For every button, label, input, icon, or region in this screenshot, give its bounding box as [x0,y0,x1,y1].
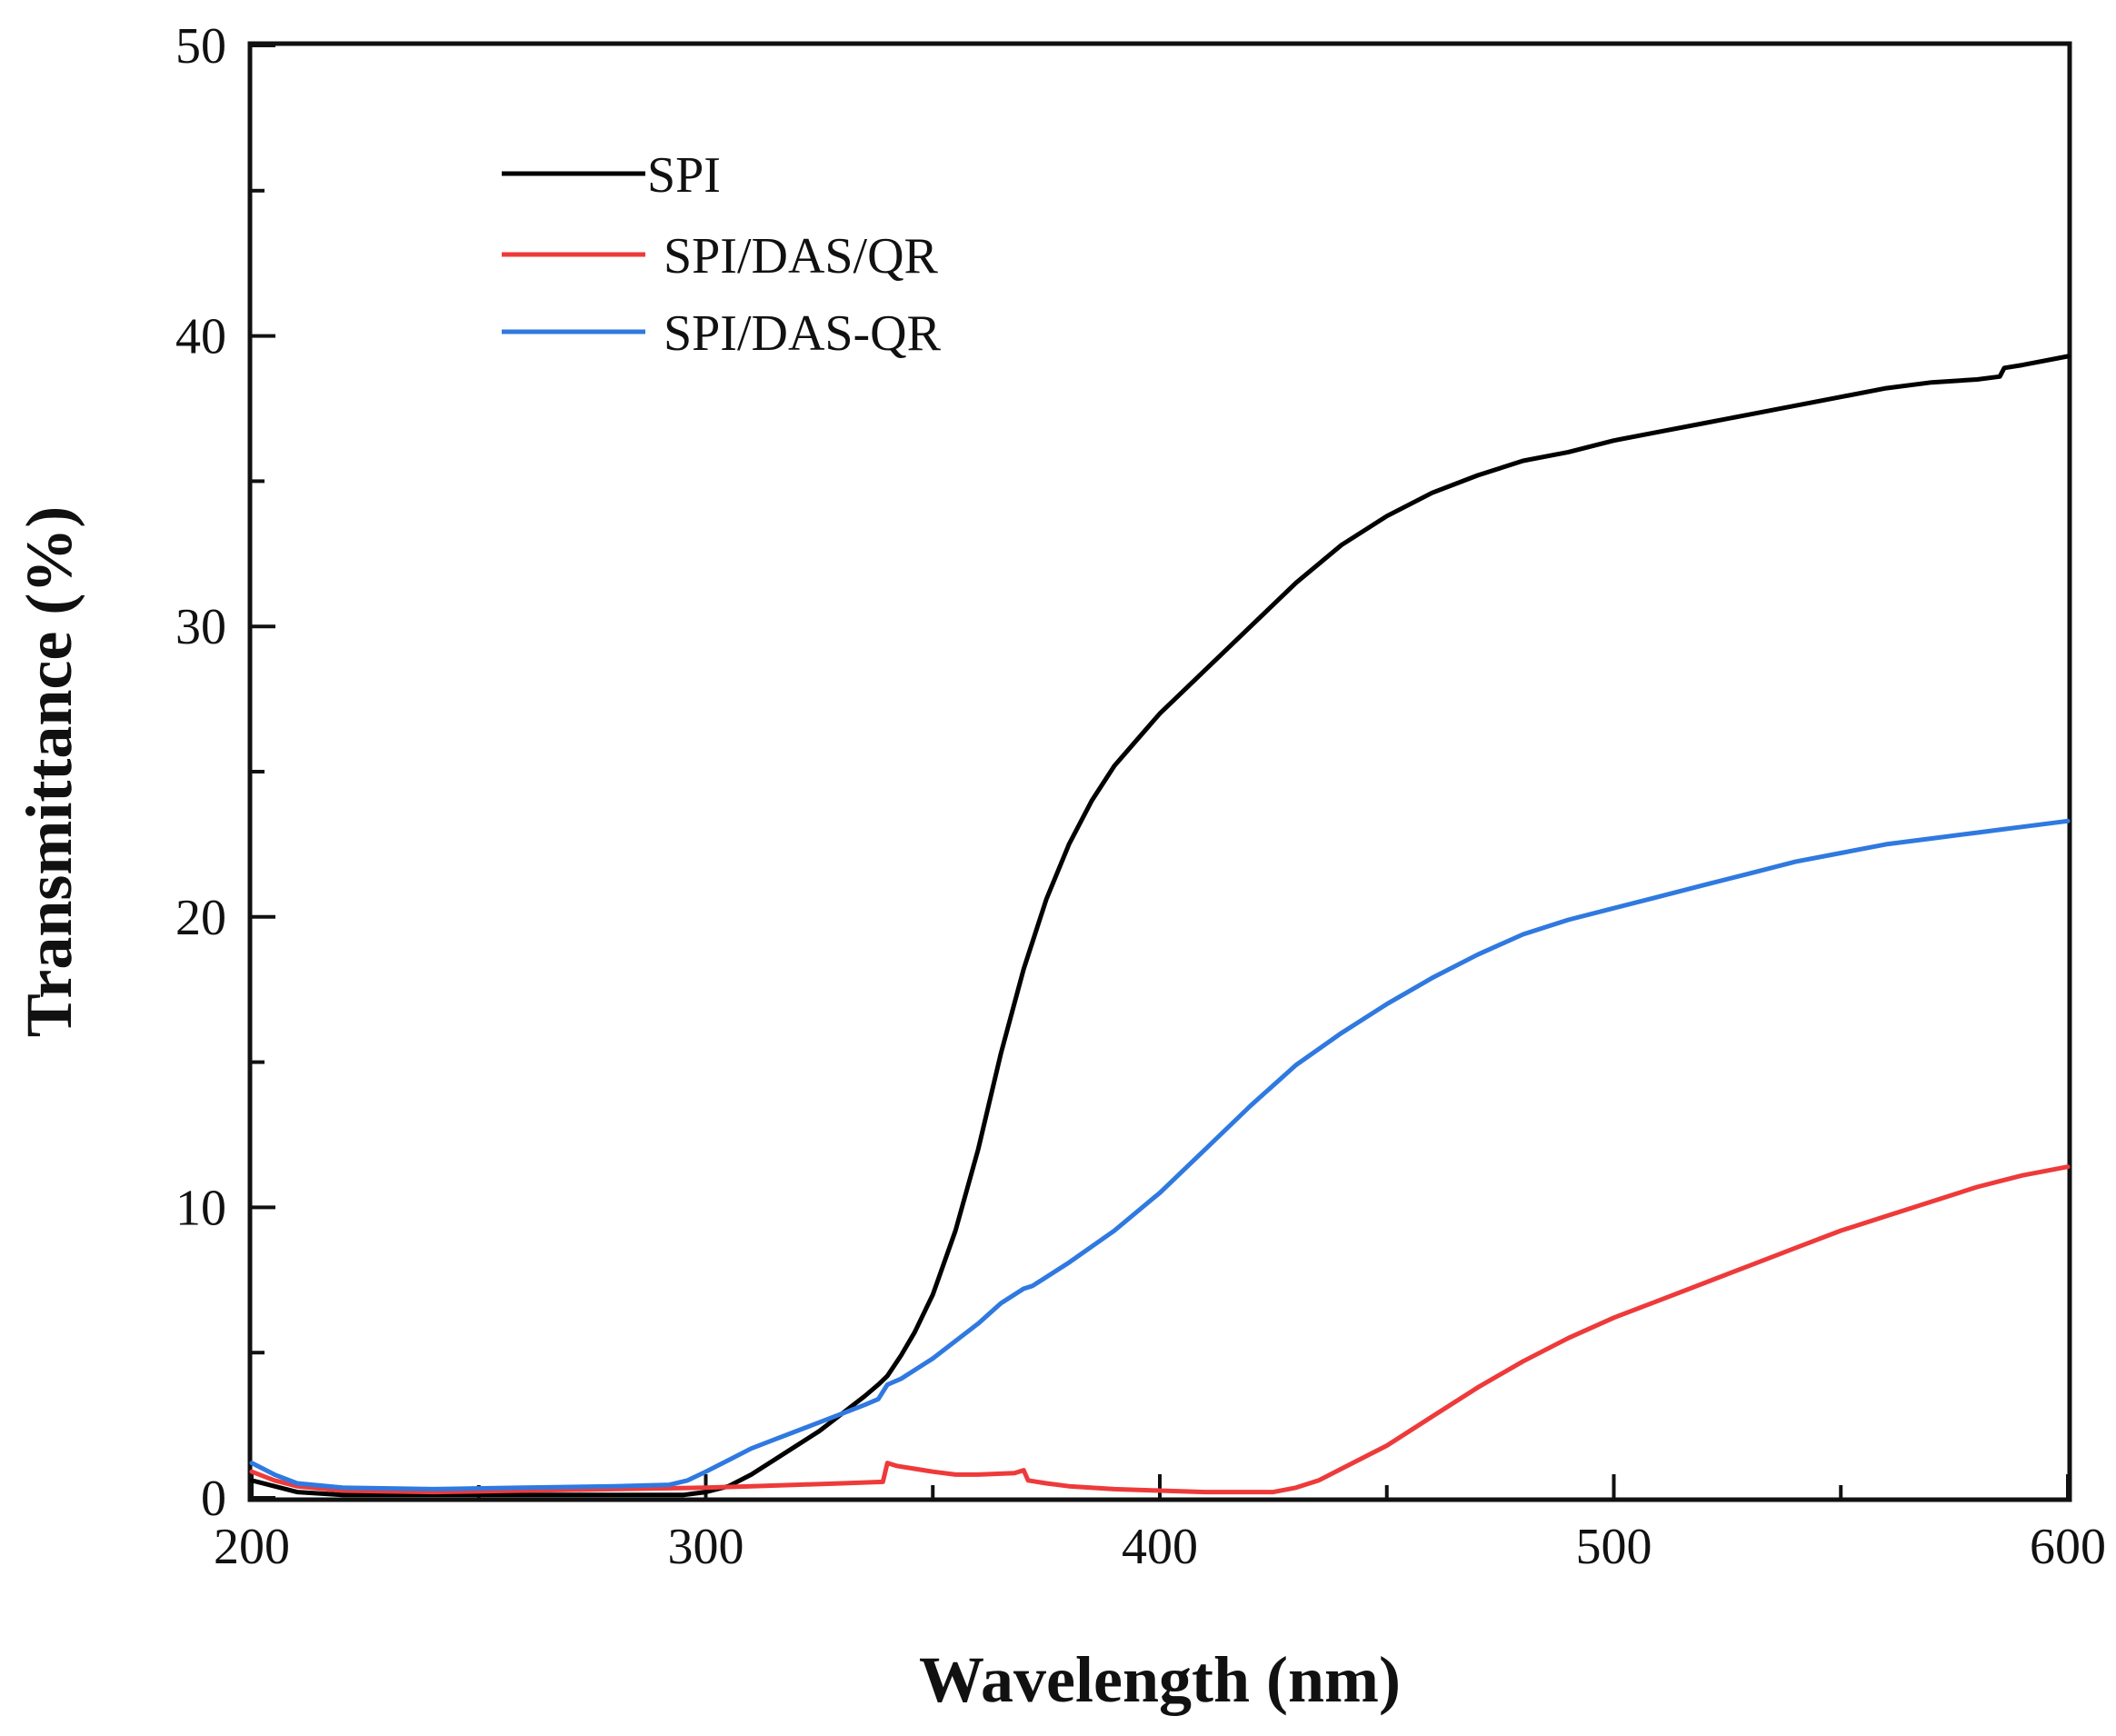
y-axis-title: Transmittance (%) [13,506,85,1038]
x-tick-label: 500 [1576,1519,1652,1575]
plot-frame [247,41,2072,1502]
x-tick-label: 200 [214,1519,290,1575]
y-tick-label: 10 [175,1180,226,1236]
x-tick-label: 600 [2030,1519,2106,1575]
x-tick-label: 300 [668,1519,744,1575]
y-tick-label: 50 [175,18,226,75]
x-axis-title: Wavelength (nm) [919,1643,1401,1716]
axis-tick-labels: 200 300 400 500 600 0 10 20 30 40 50 [175,18,2106,1575]
series-line-spi [249,354,2071,1498]
y-tick-label: 30 [175,599,226,655]
legend-label-spi: SPI [647,147,721,204]
series-line-spi-das-qr [249,1164,2071,1495]
axis-ticks [250,44,2070,1500]
legend: SPI SPI/DAS/QR SPI/DAS-QR [502,147,942,362]
y-tick-label: 40 [175,309,226,365]
x-tick-label: 400 [1122,1519,1198,1575]
legend-label-spi-das-qr: SPI/DAS-QR [664,305,942,362]
y-tick-label: 20 [175,890,226,946]
y-tick-label: 0 [201,1471,226,1527]
legend-label-spi-das-qr: SPI/DAS/QR [664,228,939,284]
series-line-spi-das-qr [249,818,2071,1492]
series-lines [249,354,2071,1498]
